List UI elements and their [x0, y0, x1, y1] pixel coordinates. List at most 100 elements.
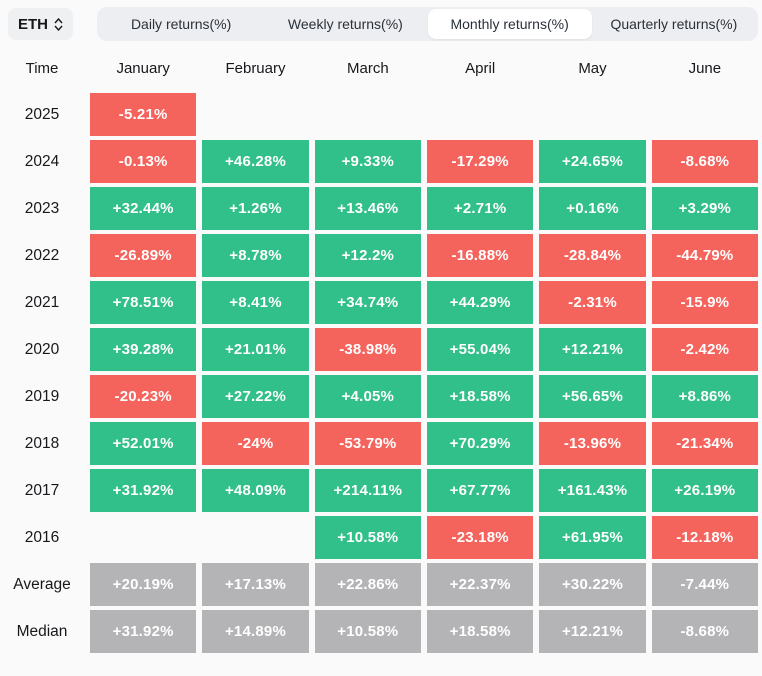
- return-cell: +32.44%: [90, 187, 197, 230]
- row-label: 2017: [24, 481, 60, 499]
- return-cell: +161.43%: [539, 469, 646, 512]
- table-row-2021: 2021 +78.51% +8.41% +34.74% +44.29% -2.31% -15…: [0, 281, 758, 324]
- row-label: 2024: [24, 152, 60, 170]
- return-cell: +12.2%: [314, 234, 421, 277]
- return-cell: +46.28%: [202, 140, 309, 183]
- return-cell: +55.04%: [427, 328, 534, 371]
- return-cell: [652, 93, 758, 136]
- return-cell: -15.9%: [651, 281, 758, 324]
- row-label: 2021: [24, 293, 60, 311]
- return-cell: +22.37%: [427, 563, 534, 606]
- up-down-chevron-icon: [54, 17, 63, 31]
- return-cell: +8.41%: [202, 281, 309, 324]
- tab-weekly[interactable]: Weekly returns(%): [287, 16, 403, 32]
- table-header-row: Time January February March April May June: [0, 46, 758, 90]
- return-cell: +48.09%: [202, 469, 309, 512]
- return-cell: +13.46%: [314, 187, 421, 230]
- tab-monthly[interactable]: Monthly returns(%): [427, 9, 592, 39]
- row-label: 2018: [24, 434, 60, 452]
- return-cell: +44.29%: [427, 281, 534, 324]
- return-cell: +21.01%: [202, 328, 309, 371]
- return-cell: -13.96%: [539, 422, 646, 465]
- column-header-april: April: [465, 59, 496, 77]
- return-cell: -5.21%: [90, 93, 197, 136]
- return-cell: -28.84%: [539, 234, 646, 277]
- return-cell: [315, 93, 421, 136]
- return-cell: +70.29%: [427, 422, 534, 465]
- row-label: 2020: [24, 340, 60, 358]
- return-cell: +214.11%: [314, 469, 421, 512]
- return-cell: [202, 516, 308, 559]
- return-cell: +31.92%: [90, 610, 197, 653]
- table-row-2022: 2022 -26.89% +8.78% +12.2% -16.88% -28.84% -44…: [0, 234, 758, 277]
- row-label: 2023: [24, 199, 60, 217]
- row-label: Average: [13, 575, 71, 593]
- return-cell: +56.65%: [539, 375, 646, 418]
- return-cell: +18.58%: [427, 610, 534, 653]
- table-row-average: Average +20.19% +17.13% +22.86% +22.37% +30.2…: [0, 563, 758, 606]
- table-row-2016: 2016 +10.58% -23.18% +61.95% -12.18%: [0, 516, 758, 559]
- table-row-2017: 2017 +31.92% +48.09% +214.11% +67.77% +161.43…: [0, 469, 758, 512]
- return-cell: +18.58%: [427, 375, 534, 418]
- return-cell: +67.77%: [427, 469, 534, 512]
- return-cell: -2.31%: [539, 281, 646, 324]
- return-cell: +9.33%: [314, 140, 421, 183]
- return-cell: +34.74%: [314, 281, 421, 324]
- return-cell: +22.86%: [314, 563, 421, 606]
- return-cell: +30.22%: [539, 563, 646, 606]
- return-cell: -38.98%: [314, 328, 421, 371]
- column-header-june: June: [688, 59, 722, 77]
- return-cell: +2.71%: [427, 187, 534, 230]
- table-row-2019: 2019 -20.23% +27.22% +4.05% +18.58% +56.65% +8…: [0, 375, 758, 418]
- row-label: Median: [16, 622, 68, 640]
- column-header-january: January: [116, 59, 170, 77]
- return-cell: -17.29%: [427, 140, 534, 183]
- return-cell: +17.13%: [202, 563, 309, 606]
- asset-selector[interactable]: ETH: [8, 8, 73, 40]
- table-body: 2025 -5.21% 2024 -0.13% +46.28% +9.33% -17.29%…: [0, 93, 758, 653]
- return-cell: -2.42%: [651, 328, 758, 371]
- return-cell: -53.79%: [314, 422, 421, 465]
- return-cell: -8.68%: [651, 610, 758, 653]
- return-cell: +8.78%: [202, 234, 309, 277]
- return-cell: +12.21%: [539, 610, 646, 653]
- return-cell: -26.89%: [90, 234, 197, 277]
- return-cell: -20.23%: [90, 375, 197, 418]
- column-header-february: February: [225, 59, 286, 77]
- table-row-2023: 2023 +32.44% +1.26% +13.46% +2.71% +0.16% +3.2…: [0, 187, 758, 230]
- return-cell: -12.18%: [651, 516, 758, 559]
- return-cell: +4.05%: [314, 375, 421, 418]
- row-label: 2019: [24, 387, 60, 405]
- return-cell: +61.95%: [539, 516, 646, 559]
- return-cell: -44.79%: [651, 234, 758, 277]
- return-cell: +52.01%: [90, 422, 197, 465]
- return-cell: +8.86%: [651, 375, 758, 418]
- table-row-median: Median +31.92% +14.89% +10.58% +18.58% +12.21…: [0, 610, 758, 653]
- return-cell: +0.16%: [539, 187, 646, 230]
- return-cell: +27.22%: [202, 375, 309, 418]
- return-cell: +12.21%: [539, 328, 646, 371]
- table-row-2025: 2025 -5.21%: [0, 93, 758, 136]
- return-cell: +3.29%: [651, 187, 758, 230]
- return-cell: [539, 93, 645, 136]
- returns-period-tabbar: Daily returns(%) Weekly returns(%) Monthly…: [97, 7, 758, 41]
- asset-selector-label: ETH: [18, 15, 48, 33]
- return-cell: [427, 93, 533, 136]
- return-cell: [202, 93, 308, 136]
- return-cell: +24.65%: [539, 140, 646, 183]
- return-cell: +26.19%: [651, 469, 758, 512]
- return-cell: +1.26%: [202, 187, 309, 230]
- return-cell: +78.51%: [90, 281, 197, 324]
- tab-quarterly[interactable]: Quarterly returns(%): [610, 16, 738, 32]
- return-cell: [90, 516, 196, 559]
- monthly-returns-table: Time January February March April May June 202…: [0, 46, 762, 653]
- table-row-2018: 2018 +52.01% -24% -53.79% +70.29% -13.96% -21.…: [0, 422, 758, 465]
- tab-daily[interactable]: Daily returns(%): [130, 16, 232, 32]
- column-header-may: May: [578, 59, 607, 77]
- return-cell: -0.13%: [90, 140, 197, 183]
- table-row-2020: 2020 +39.28% +21.01% -38.98% +55.04% +12.21% -…: [0, 328, 758, 371]
- return-cell: -24%: [202, 422, 309, 465]
- return-cell: +20.19%: [90, 563, 197, 606]
- row-label: 2022: [24, 246, 60, 264]
- return-cell: +39.28%: [90, 328, 197, 371]
